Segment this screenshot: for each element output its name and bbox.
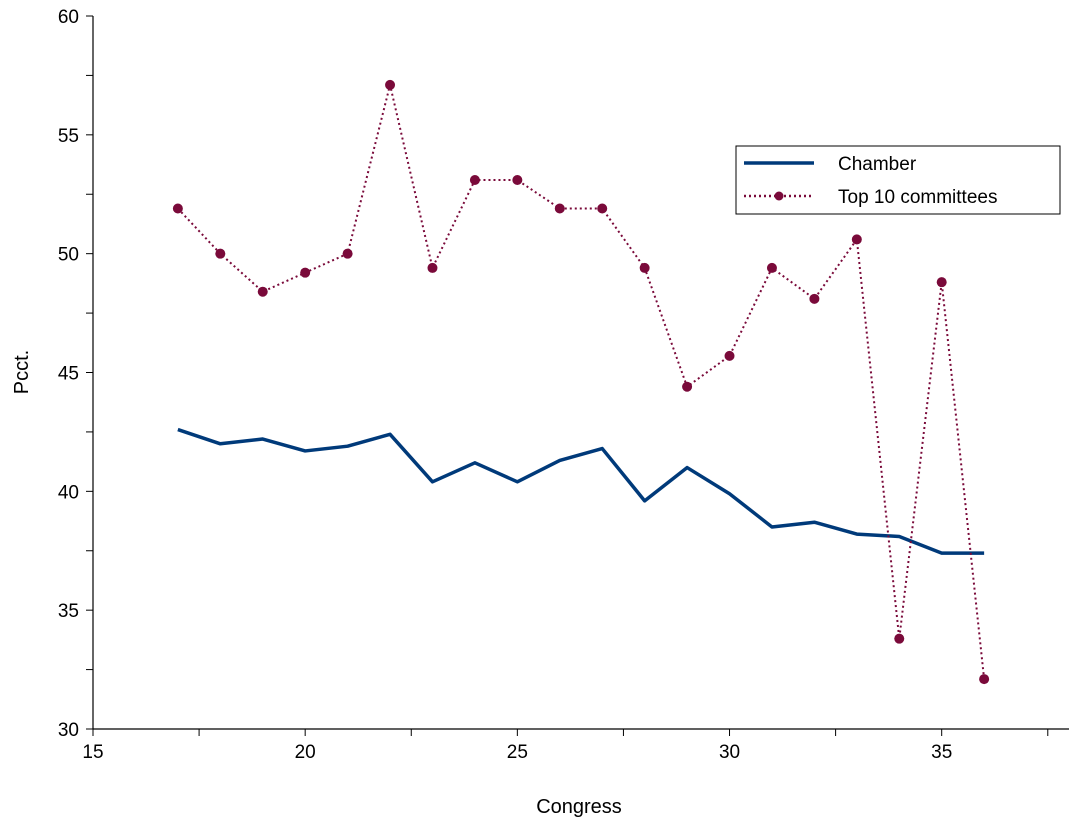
data-point-top-10-committees: [597, 203, 608, 214]
data-point-top-10-committees: [385, 79, 396, 90]
y-axis-title: Pcct.: [11, 350, 33, 394]
data-point-top-10-committees: [300, 267, 311, 278]
data-point-top-10-committees: [554, 203, 565, 214]
data-point-top-10-committees: [809, 293, 820, 304]
legend-label-top10: Top 10 committees: [838, 187, 997, 208]
data-point-top-10-committees: [724, 350, 735, 361]
data-point-top-10-committees: [682, 381, 693, 392]
y-tick-label: 35: [58, 601, 79, 622]
data-point-top-10-committees: [469, 174, 480, 185]
x-tick-label: 25: [507, 742, 528, 763]
data-point-top-10-committees: [766, 262, 777, 273]
series-line-chamber: [177, 427, 985, 555]
data-point-top-10-committees: [257, 286, 268, 297]
legend-marker-top10: [774, 191, 784, 201]
data-point-top-10-committees: [512, 174, 523, 185]
data-point-top-10-committees: [979, 674, 990, 685]
y-tick-label: 30: [58, 720, 79, 741]
data-point-top-10-committees: [342, 248, 353, 259]
x-tick-label: 35: [931, 742, 952, 763]
x-tick-label: 15: [82, 742, 103, 763]
data-point-top-10-committees: [427, 262, 438, 273]
y-tick-label: 60: [58, 7, 79, 28]
data-point-top-10-committees: [215, 248, 226, 259]
y-tick-label: 50: [58, 245, 79, 266]
data-point-top-10-committees: [936, 277, 947, 288]
data-point-top-10-committees: [172, 203, 183, 214]
data-point-top-10-committees: [639, 262, 650, 273]
data-point-top-10-committees: [851, 234, 862, 245]
x-tick-label: 30: [719, 742, 740, 763]
legend-box: [735, 145, 1061, 215]
axes: 30 35 40 45 50 55 60 15 20 25 30 35: [58, 7, 1069, 763]
x-axis-title: Congress: [536, 796, 622, 818]
series-line-top-10-committees: [177, 84, 986, 680]
data-point-top-10-committees: [894, 633, 905, 644]
series-layer: [172, 79, 990, 685]
legend: Chamber Top 10 committees: [735, 145, 1061, 215]
legend-label-chamber: Chamber: [838, 154, 917, 175]
y-tick-label: 55: [58, 126, 79, 147]
y-tick-label: 40: [58, 482, 79, 503]
y-tick-label: 45: [58, 364, 79, 385]
x-tick-label: 20: [295, 742, 316, 763]
